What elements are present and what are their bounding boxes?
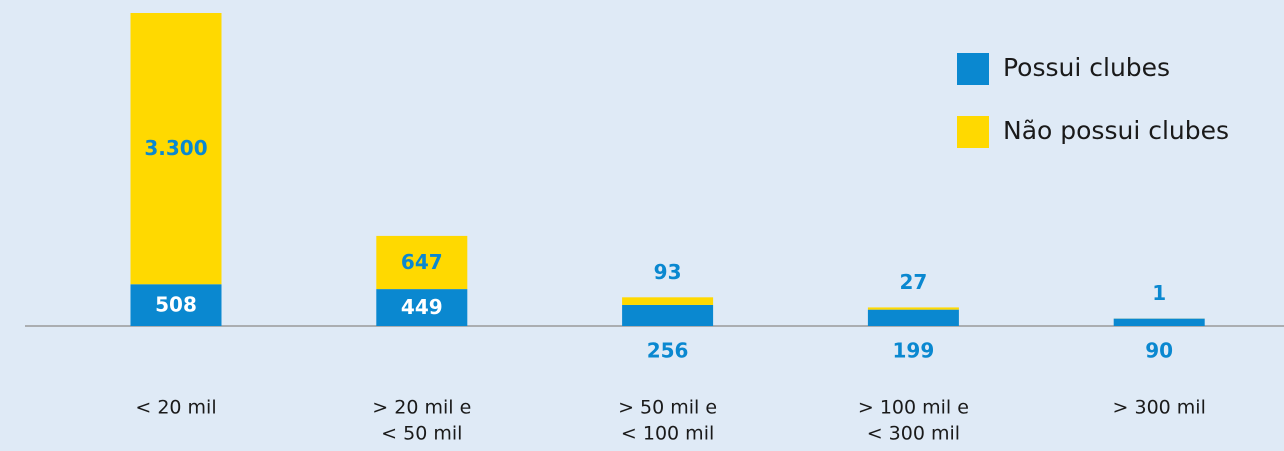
value-label: 3.300 <box>144 136 207 160</box>
x-tick-label: > 50 mil e <box>618 397 717 419</box>
bar-segment <box>622 297 714 305</box>
x-tick-label: > 300 mil <box>1113 397 1206 419</box>
value-label: 1 <box>1152 281 1166 305</box>
bar-segment <box>622 304 714 326</box>
x-tick-label: < 20 mil <box>135 397 216 419</box>
value-label: 256 <box>647 339 689 363</box>
value-label: 27 <box>899 270 927 294</box>
legend-label: Possui clubes <box>1003 53 1170 82</box>
x-tick-label: > 20 mil e <box>372 397 471 419</box>
value-label: 93 <box>654 260 682 284</box>
x-tick-label: > 100 mil e <box>858 397 969 419</box>
bar-segment <box>376 289 468 326</box>
legend-swatch <box>957 53 989 85</box>
x-tick-label: < 100 mil <box>621 423 714 445</box>
legend-swatch <box>957 116 989 148</box>
bar-segment <box>130 284 222 326</box>
bar-segment <box>1113 318 1205 326</box>
x-tick-label: < 50 mil <box>381 423 462 445</box>
legend-label: Não possui clubes <box>1003 116 1229 145</box>
value-label: 449 <box>401 295 443 319</box>
value-label: 647 <box>401 250 443 274</box>
value-label: 508 <box>155 293 197 317</box>
bar-segment <box>867 307 959 310</box>
bar-segment <box>867 309 959 326</box>
value-label: 90 <box>1145 339 1173 363</box>
value-label: 199 <box>893 339 935 363</box>
bar-segment <box>376 235 468 290</box>
bar-segment <box>130 13 222 285</box>
x-tick-label: < 300 mil <box>867 423 960 445</box>
